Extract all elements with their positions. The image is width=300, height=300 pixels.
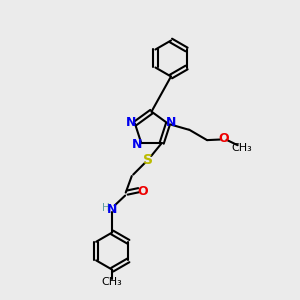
Text: N: N [166,116,176,128]
Text: N: N [132,138,143,151]
Text: CH₃: CH₃ [102,277,123,287]
Text: CH₃: CH₃ [231,142,252,153]
Text: O: O [137,184,148,198]
Text: H: H [102,203,110,213]
Text: N: N [126,116,136,128]
Text: S: S [143,153,153,166]
Text: N: N [107,202,117,216]
Text: O: O [218,132,229,145]
